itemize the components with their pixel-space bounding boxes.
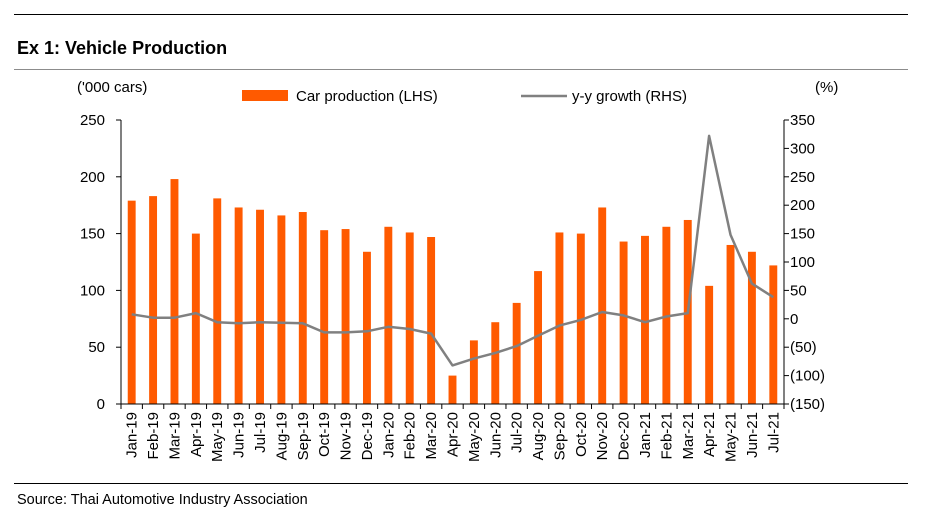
bar-feb-19: [149, 196, 158, 404]
x-tick-label: Jun-21: [744, 412, 761, 458]
bar-series: [127, 179, 778, 404]
bar-jun-19: [234, 207, 243, 404]
x-tick-label: Sep-20: [551, 412, 568, 460]
top-rule: [14, 14, 908, 15]
x-tick-label: Jul-19: [252, 412, 269, 453]
bar-jun-21: [747, 251, 756, 404]
bar-sep-19: [298, 212, 307, 404]
x-tick-label: Jan-21: [637, 412, 654, 458]
bar-jan-20: [384, 226, 393, 404]
x-tick-label: Oct-20: [573, 412, 590, 457]
right-tick-label: (50): [790, 339, 817, 356]
axes: 0 50 100 150 200 250 (150) (100) (50) 0 50 100 150 20…: [80, 112, 825, 462]
bar-jul-21: [769, 265, 778, 404]
right-tick-label: 350: [790, 112, 815, 129]
left-axis-unit: ('000 cars): [77, 79, 147, 96]
x-tick-label: Jun-20: [487, 412, 504, 458]
right-tick-label: 250: [790, 169, 815, 186]
x-tick-label: May-21: [723, 412, 740, 462]
bar-apr-21: [705, 285, 714, 404]
x-tick-label: Dec-19: [359, 412, 376, 460]
x-tick-label: Apr-20: [445, 412, 462, 457]
right-tick-label: 100: [790, 254, 815, 271]
right-tick-label: 300: [790, 140, 815, 157]
x-tick-label: Jul-20: [509, 412, 526, 453]
legend-line-label: y-y growth (RHS): [572, 88, 687, 105]
chart-title: Ex 1: Vehicle Production: [17, 38, 228, 58]
x-tick-label: Feb-19: [145, 412, 162, 460]
bar-mar-19: [170, 179, 179, 404]
x-tick-label: Oct-19: [316, 412, 333, 457]
bar-may-20: [469, 340, 478, 404]
left-tick-label: 200: [80, 169, 105, 186]
x-tick-label: Mar-21: [680, 412, 697, 460]
line-series: [131, 134, 774, 367]
bar-aug-19: [277, 215, 286, 404]
legend-bar-swatch: [242, 90, 288, 101]
x-tick-label: Mar-19: [166, 412, 183, 460]
bar-aug-20: [534, 271, 543, 404]
left-tick-label: 150: [80, 226, 105, 243]
bar-apr-20: [448, 375, 457, 404]
bar-jul-20: [512, 302, 521, 404]
bar-may-19: [213, 198, 222, 404]
x-tick-label: Nov-19: [338, 412, 355, 460]
left-tick-label: 250: [80, 112, 105, 129]
right-tick-label: 0: [790, 311, 798, 328]
x-tick-label: Aug-19: [273, 412, 290, 460]
bar-dec-20: [619, 241, 628, 404]
x-tick-label: Mar-20: [423, 412, 440, 460]
bar-oct-19: [320, 230, 329, 404]
x-tick-label: May-19: [209, 412, 226, 462]
bar-jul-19: [256, 209, 264, 404]
x-tick-label: Apr-19: [188, 412, 205, 457]
right-tick-label: 150: [790, 226, 815, 243]
legend-bar-label: Car production (LHS): [296, 88, 438, 105]
right-tick-label: 200: [790, 197, 815, 214]
left-tick-label: 100: [80, 282, 105, 299]
growth-line: [131, 134, 774, 367]
bar-jun-20: [491, 322, 500, 404]
bar-jan-21: [641, 235, 649, 404]
x-tick-label: Feb-21: [658, 412, 675, 460]
bar-sep-20: [555, 232, 564, 404]
x-tick-label: Sep-19: [295, 412, 312, 460]
x-tick-label: Nov-20: [594, 412, 611, 460]
left-tick-label: 50: [88, 339, 105, 356]
bar-dec-19: [362, 251, 371, 404]
bar-nov-19: [341, 229, 350, 404]
right-tick-label: 50: [790, 282, 807, 299]
x-tick-label: Jan-19: [124, 412, 141, 458]
bar-nov-20: [598, 207, 607, 404]
bottom-rule: [14, 483, 908, 484]
x-tick-label: Dec-20: [616, 412, 633, 460]
left-tick-label: 0: [97, 396, 105, 413]
x-tick-label: May-20: [466, 412, 483, 462]
bar-may-21: [726, 244, 735, 404]
x-tick-label: Jun-19: [231, 412, 248, 458]
x-tick-label: Apr-21: [701, 412, 718, 457]
right-axis-unit: (%): [815, 79, 838, 96]
x-tick-label: Jul-21: [765, 412, 782, 453]
x-tick-label: Jan-20: [380, 412, 397, 458]
bar-feb-20: [405, 232, 414, 404]
x-tick-label: Feb-20: [402, 412, 419, 460]
x-tick-label: Aug-20: [530, 412, 547, 460]
bar-apr-19: [191, 233, 200, 404]
right-tick-label: (100): [790, 368, 825, 385]
right-tick-label: (150): [790, 396, 825, 413]
source-note: Source: Thai Automotive Industry Associa…: [17, 492, 308, 508]
title-divider: [14, 69, 908, 70]
bar-mar-20: [427, 237, 436, 404]
bar-jan-19: [127, 200, 136, 404]
